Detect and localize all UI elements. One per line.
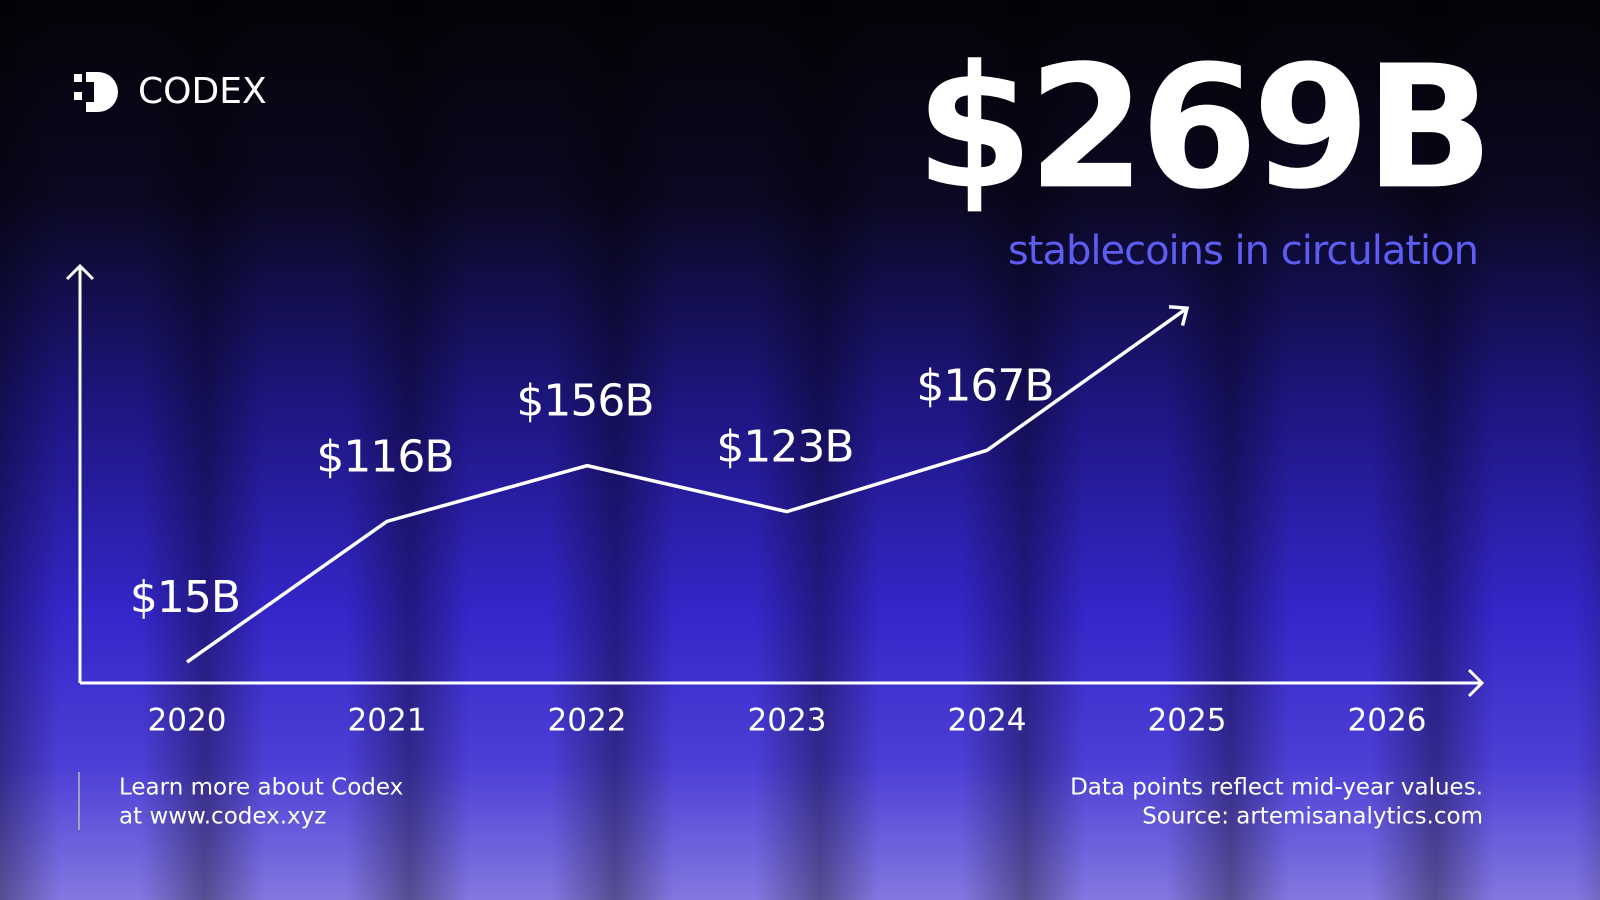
axes	[65, 263, 1485, 698]
x-tick-label: 2022	[548, 703, 627, 739]
data-label: $15B	[130, 572, 240, 623]
x-tick-label: 2026	[1348, 703, 1427, 739]
footer-left: at www.codex.xyz	[119, 804, 326, 830]
data-label: $167B	[916, 360, 1053, 411]
footer-left: Learn more about Codex	[119, 775, 403, 801]
footer-right: Source: artemisanalytics.com	[1142, 804, 1483, 830]
x-tick-label: 2024	[948, 703, 1027, 739]
x-tick-label: 2025	[1148, 703, 1227, 739]
data-label: $123B	[716, 422, 853, 473]
data-label: $156B	[516, 376, 653, 427]
x-tick-label: 2020	[148, 703, 227, 739]
line	[185, 306, 1189, 664]
x-tick-label: 2023	[748, 703, 827, 739]
line-arrowhead	[1168, 304, 1190, 327]
footer-right: Data points reflect mid-year values.	[1070, 775, 1483, 801]
logo-icon	[74, 72, 118, 112]
subheadline: stablecoins in circulation	[1008, 228, 1478, 274]
headline: $269B	[915, 29, 1488, 227]
data-label: $116B	[316, 431, 453, 482]
x-tick-label: 2021	[348, 703, 427, 739]
brand: CODEX	[138, 71, 267, 112]
